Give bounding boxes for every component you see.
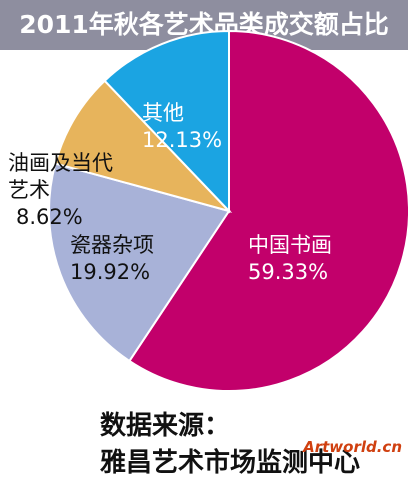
slice-label: 瓷器杂项 19.92%: [70, 232, 210, 286]
value-label: 8.62%: [16, 205, 83, 229]
slice-label: 其他 12.13%: [142, 100, 252, 154]
source-text: 雅昌艺术市场监测中心: [100, 448, 361, 478]
category-label: 其他: [142, 101, 184, 125]
value-label: 59.33%: [248, 260, 329, 284]
category-label: 瓷器杂项: [70, 233, 154, 257]
source-label: 数据来源：: [100, 411, 231, 441]
category-label: 油画及当代艺术: [8, 151, 113, 202]
slice-label: 油画及当代艺术 8.62%: [8, 150, 118, 231]
pie-slice: [48, 162, 231, 363]
watermark: Artworld.cn: [303, 438, 402, 456]
category-label: 中国书画: [248, 233, 332, 257]
pie-slice: [128, 29, 408, 392]
value-label: 19.92%: [70, 260, 151, 284]
value-label: 12.13%: [142, 128, 223, 152]
pie-slice: [54, 79, 233, 213]
slice-label: 中国书画 59.33%: [248, 232, 368, 286]
pie-slice: [103, 29, 230, 214]
